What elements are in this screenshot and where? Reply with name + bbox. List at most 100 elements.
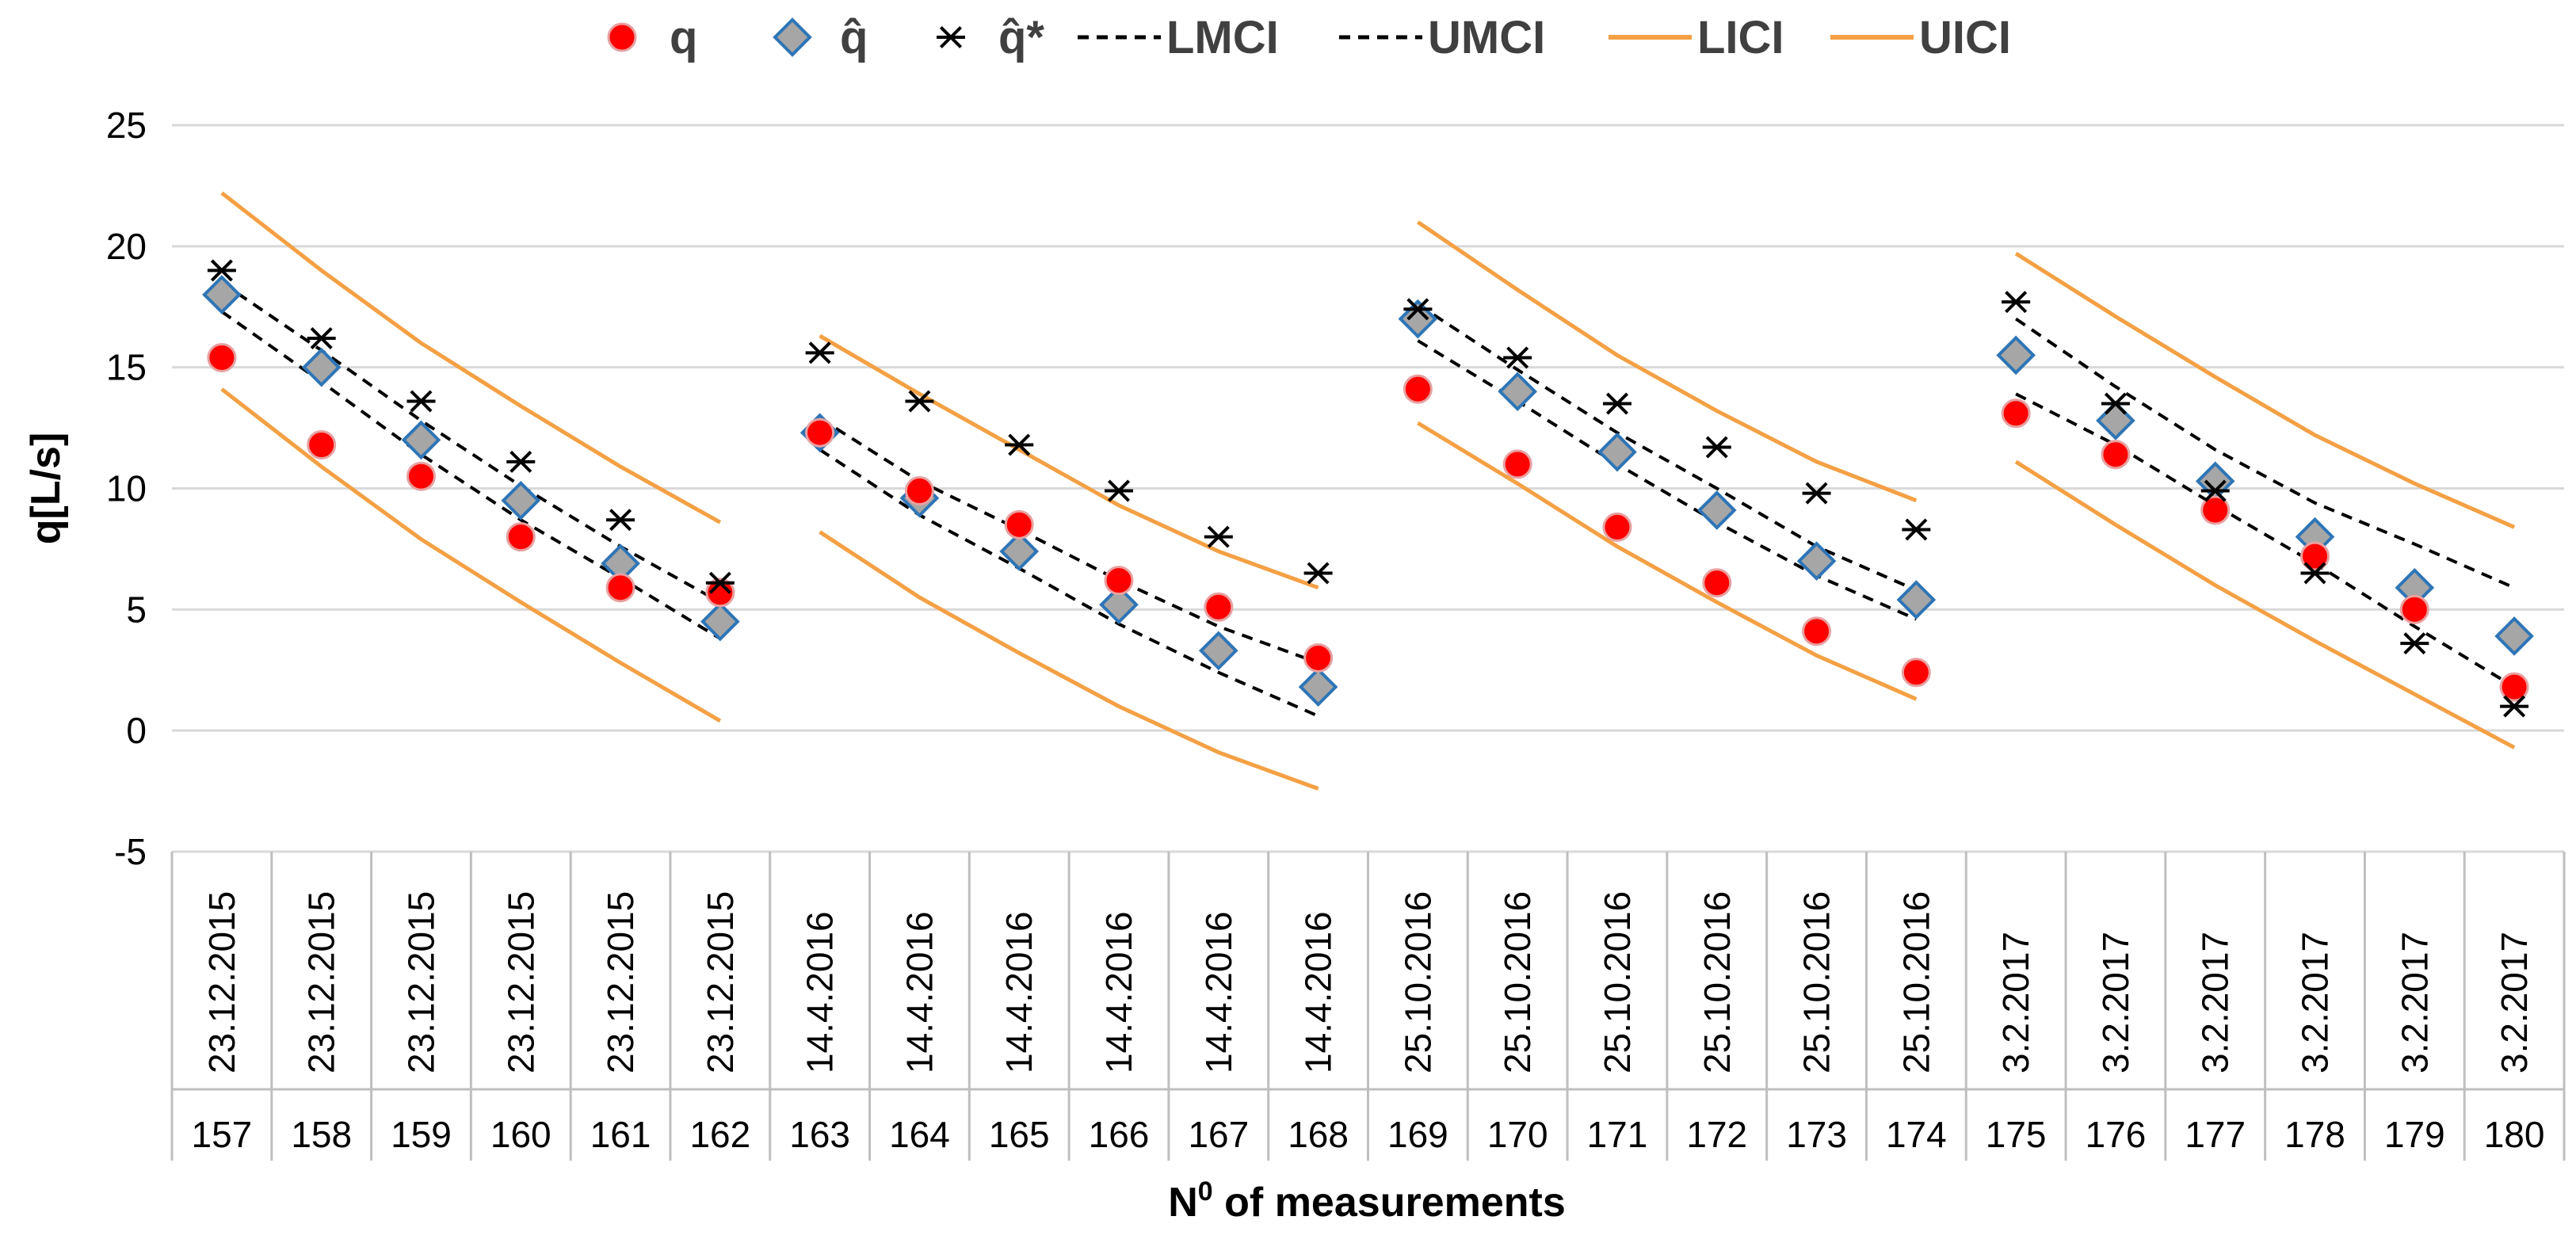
x-tick-date: 23.12.2015 bbox=[201, 891, 242, 1073]
data-point-q bbox=[2499, 672, 2529, 702]
x-tick-date: 3.2.2017 bbox=[1995, 932, 2036, 1073]
data-point-q bbox=[1402, 374, 1433, 404]
data-point-q-hat bbox=[1198, 631, 1238, 671]
x-tick-label: 173 bbox=[1786, 1114, 1847, 1155]
x-tick-date: 25.10.2016 bbox=[1497, 891, 1538, 1073]
data-point-q-hat bbox=[1498, 372, 1538, 412]
data-point-q-hat-star bbox=[1503, 346, 1532, 369]
data-point-q-hat-star bbox=[805, 341, 834, 364]
x-tick-label: 175 bbox=[1986, 1114, 2047, 1155]
series-line-segment bbox=[819, 417, 1319, 665]
data-point-q-hat-star bbox=[2300, 562, 2330, 585]
data-point-q-hat-star bbox=[506, 450, 536, 473]
data-point-q bbox=[2300, 541, 2330, 571]
data-point-q bbox=[1004, 509, 1034, 540]
x-tick-date: 3.2.2017 bbox=[2394, 932, 2435, 1073]
asterisk-stroke bbox=[808, 341, 831, 364]
data-point-q-hat bbox=[2096, 401, 2135, 440]
asterisk-stroke bbox=[509, 450, 532, 473]
data-point-q-hat-star bbox=[2200, 479, 2230, 502]
asterisk-stroke bbox=[1406, 298, 1429, 321]
data-point-q bbox=[406, 461, 436, 491]
data-point-q bbox=[506, 522, 536, 552]
data-point-q bbox=[1303, 642, 1334, 673]
x-tick-date: 25.10.2016 bbox=[1696, 891, 1738, 1073]
y-axis-title: q[L/s] bbox=[23, 433, 69, 545]
x-tick-date: 3.2.2017 bbox=[2494, 932, 2535, 1073]
series-line-segment bbox=[1417, 303, 1918, 592]
x-tick-label: 158 bbox=[291, 1114, 352, 1155]
data-point-q-hat bbox=[1597, 432, 1637, 472]
legend-label: LICI bbox=[1697, 12, 1784, 63]
x-tick-label: 167 bbox=[1188, 1114, 1249, 1155]
series-circle bbox=[207, 342, 2529, 702]
data-point-q-hat bbox=[1996, 335, 2036, 376]
data-point-q-hat-star bbox=[1204, 525, 1233, 548]
data-point-q bbox=[1204, 592, 1234, 622]
asterisk-stroke bbox=[708, 571, 731, 594]
series-line-segment bbox=[1416, 220, 1918, 503]
data-point-q-hat bbox=[202, 275, 242, 315]
data-point-q-hat-star bbox=[2002, 291, 2031, 314]
data-point-q-hat-star bbox=[1702, 436, 1731, 459]
x-tick-date: 14.4.2016 bbox=[998, 911, 1040, 1073]
x-tick-label: 161 bbox=[590, 1114, 651, 1155]
data-point-q bbox=[1702, 568, 1732, 598]
x-tick-date: 14.4.2016 bbox=[899, 911, 940, 1073]
y-tick-label: 5 bbox=[126, 589, 147, 630]
x-tick-date: 3.2.2017 bbox=[2295, 932, 2336, 1073]
asterisk-stroke bbox=[410, 390, 433, 413]
data-point-q-hat-star bbox=[905, 390, 934, 413]
x-tick-date: 14.4.2016 bbox=[800, 911, 841, 1073]
legend-label: UICI bbox=[1919, 12, 2011, 63]
data-point-q-hat bbox=[1099, 585, 1139, 625]
series-lici bbox=[220, 387, 2516, 791]
x-tick-label: 178 bbox=[2284, 1114, 2345, 1155]
asterisk-stroke bbox=[2204, 479, 2227, 502]
asterisk-stroke bbox=[1805, 482, 1828, 505]
x-tick-label: 180 bbox=[2484, 1114, 2545, 1155]
data-point-q-hat-star bbox=[1105, 479, 1134, 502]
data-point-q-hat bbox=[1796, 541, 1837, 581]
asterisk-stroke bbox=[1207, 525, 1230, 548]
legend-label: q̂ bbox=[840, 12, 868, 63]
x-tick-date: 23.12.2015 bbox=[301, 891, 342, 1073]
legend-label: UMCI bbox=[1428, 12, 1545, 63]
data-point-q bbox=[2399, 594, 2429, 624]
data-point-q-hat bbox=[1398, 299, 1438, 339]
asterisk-stroke bbox=[939, 25, 963, 49]
x-tick-date: 23.12.2015 bbox=[400, 891, 441, 1073]
legend-label: q̂* bbox=[998, 12, 1044, 63]
data-point-q-hat-star bbox=[705, 571, 735, 594]
data-point-q-hat bbox=[1896, 580, 1937, 620]
x-axis-title: N0 of measurements bbox=[1168, 1176, 1566, 1226]
data-point-q bbox=[805, 418, 835, 448]
asterisk-stroke bbox=[1108, 479, 1131, 502]
asterisk-stroke bbox=[908, 390, 931, 413]
x-tick-label: 176 bbox=[2086, 1114, 2147, 1155]
x-tick-label: 166 bbox=[1089, 1114, 1150, 1155]
data-point-q bbox=[1901, 658, 1931, 688]
data-point-q-hat bbox=[401, 420, 441, 460]
x-tick-label: 165 bbox=[989, 1114, 1050, 1155]
series-line-segment bbox=[220, 191, 722, 524]
series-line-segment bbox=[2014, 251, 2516, 529]
series-line-segment bbox=[220, 310, 721, 640]
data-point-q bbox=[2101, 440, 2131, 470]
data-point-q-hat-star bbox=[2101, 392, 2130, 415]
asterisk-stroke bbox=[2303, 562, 2326, 585]
data-point-q-hat-star bbox=[1303, 562, 1333, 585]
asterisk-stroke bbox=[2503, 695, 2526, 718]
x-tick-label: 159 bbox=[391, 1114, 452, 1155]
x-tick-date: 25.10.2016 bbox=[1895, 891, 1937, 1073]
data-point-q-hat bbox=[1696, 490, 1737, 530]
data-point-q-hat-star bbox=[1902, 518, 1931, 541]
asterisk-stroke bbox=[1605, 392, 1628, 415]
data-point-q bbox=[207, 342, 237, 372]
data-point-q-hat-star bbox=[2400, 632, 2429, 655]
series-asterisk bbox=[207, 259, 2529, 718]
data-point-q-hat bbox=[2494, 616, 2534, 656]
data-point-q-hat-star bbox=[2500, 695, 2529, 718]
x-tick-date: 14.4.2016 bbox=[1198, 911, 1239, 1073]
